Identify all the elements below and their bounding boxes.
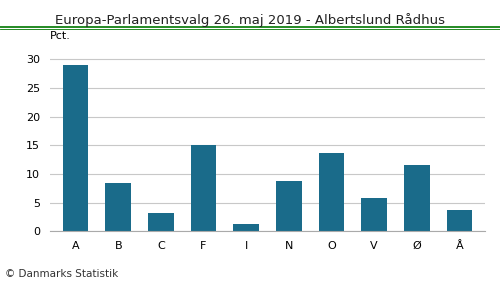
Bar: [190, 145, 216, 231]
Bar: [106, 182, 131, 231]
Bar: [276, 181, 301, 231]
Bar: [63, 65, 88, 231]
Text: Europa-Parlamentsvalg 26. maj 2019 - Albertslund Rådhus: Europa-Parlamentsvalg 26. maj 2019 - Alb…: [55, 13, 445, 27]
Bar: [318, 153, 344, 231]
Bar: [362, 198, 387, 231]
Text: © Danmarks Statistik: © Danmarks Statistik: [5, 269, 118, 279]
Text: Pct.: Pct.: [50, 31, 71, 41]
Bar: [148, 213, 174, 231]
Bar: [404, 165, 429, 231]
Bar: [446, 210, 472, 231]
Bar: [234, 224, 259, 231]
